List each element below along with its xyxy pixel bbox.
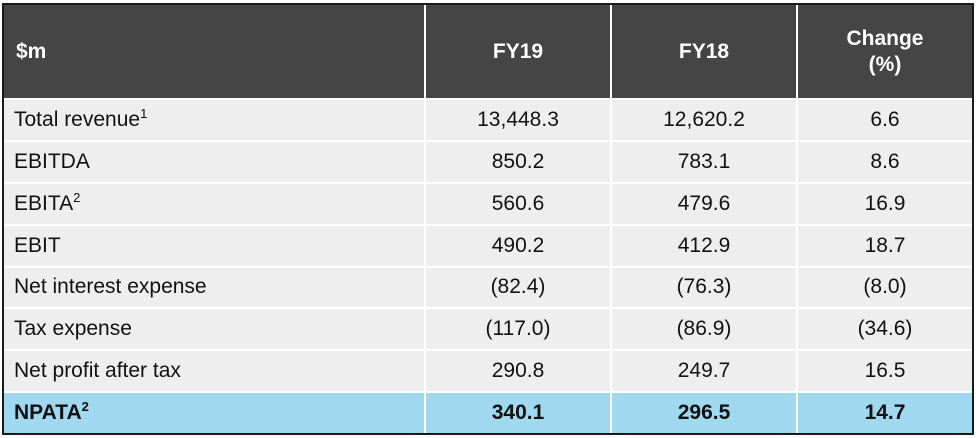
- row-label: Net interest expense: [4, 265, 426, 309]
- row-label: Tax expense: [4, 307, 426, 351]
- cell-fy19: 290.8: [425, 349, 612, 393]
- cell-fy19: 560.6: [425, 181, 612, 225]
- table-row-ebitda: EBITDA 850.2 783.1 8.6: [4, 139, 972, 183]
- cell-change: 16.9: [797, 181, 972, 225]
- cell-fy19: 13,448.3: [425, 98, 612, 141]
- cell-fy19: 850.2: [425, 139, 612, 183]
- header-change: Change (%): [797, 5, 972, 99]
- cell-fy18: 783.1: [611, 139, 798, 183]
- footnote-marker: 2: [73, 189, 81, 205]
- table-body: Total revenue1 13,448.3 12,620.2 6.6 EBI…: [4, 98, 972, 433]
- table-row-ebita: EBITA2 560.6 479.6 16.9: [4, 181, 972, 225]
- row-label: NPATA2: [4, 391, 426, 433]
- row-label-text: EBITDA: [14, 149, 90, 173]
- header-label-column: $m: [4, 5, 426, 99]
- row-label-text: NPATA: [14, 401, 82, 425]
- header-fy18: FY18: [611, 5, 798, 99]
- cell-fy18: (86.9): [611, 307, 798, 351]
- table-row-net-interest-expense: Net interest expense (82.4) (76.3) (8.0): [4, 265, 972, 309]
- row-label-text: Net profit after tax: [14, 359, 181, 383]
- row-label: Net profit after tax: [4, 349, 426, 393]
- financial-summary-table: $m FY19 FY18 Change (%) Total revenue1 1…: [4, 5, 972, 433]
- cell-fy18: 479.6: [611, 181, 798, 225]
- cell-fy18: 249.7: [611, 349, 798, 393]
- cell-change: 6.6: [797, 98, 972, 141]
- cell-change: (34.6): [797, 307, 972, 351]
- row-label-text: Tax expense: [14, 317, 132, 341]
- cell-change: 8.6: [797, 139, 972, 183]
- table-header: $m FY19 FY18 Change (%): [4, 5, 972, 99]
- table-row-total-revenue: Total revenue1 13,448.3 12,620.2 6.6: [4, 98, 972, 141]
- cell-change: 16.5: [797, 349, 972, 393]
- row-label: EBIT: [4, 223, 426, 267]
- row-label: Total revenue1: [4, 98, 426, 141]
- cell-change: (8.0): [797, 265, 972, 309]
- financial-summary-table-frame: $m FY19 FY18 Change (%) Total revenue1 1…: [2, 3, 974, 435]
- cell-fy18: 12,620.2: [611, 98, 798, 141]
- table-row-npata: NPATA2 340.1 296.5 14.7: [4, 391, 972, 433]
- header-row: $m FY19 FY18 Change (%): [4, 5, 972, 99]
- table-row-net-profit-after-tax: Net profit after tax 290.8 249.7 16.5: [4, 349, 972, 393]
- row-label: EBITA2: [4, 181, 426, 225]
- cell-fy19: 490.2: [425, 223, 612, 267]
- header-change-line2: (%): [868, 52, 902, 76]
- cell-fy19: (82.4): [425, 265, 612, 309]
- cell-change: 18.7: [797, 223, 972, 267]
- row-label-text: EBIT: [14, 233, 61, 257]
- header-fy19: FY19: [425, 5, 612, 99]
- row-label-text: EBITA: [14, 191, 74, 215]
- cell-fy18: 412.9: [611, 223, 798, 267]
- cell-fy18: 296.5: [611, 391, 798, 433]
- row-label-text: Net interest expense: [14, 275, 207, 299]
- row-label: EBITDA: [4, 139, 426, 183]
- cell-fy19: 340.1: [425, 391, 612, 433]
- cell-fy19: (117.0): [425, 307, 612, 351]
- header-change-line1: Change: [846, 26, 924, 50]
- footnote-marker: 2: [81, 399, 89, 415]
- cell-change: 14.7: [797, 391, 972, 433]
- row-label-text: Total revenue: [14, 107, 141, 131]
- cell-fy18: (76.3): [611, 265, 798, 309]
- footnote-marker: 1: [140, 105, 148, 121]
- table-row-tax-expense: Tax expense (117.0) (86.9) (34.6): [4, 307, 972, 351]
- table-row-ebit: EBIT 490.2 412.9 18.7: [4, 223, 972, 267]
